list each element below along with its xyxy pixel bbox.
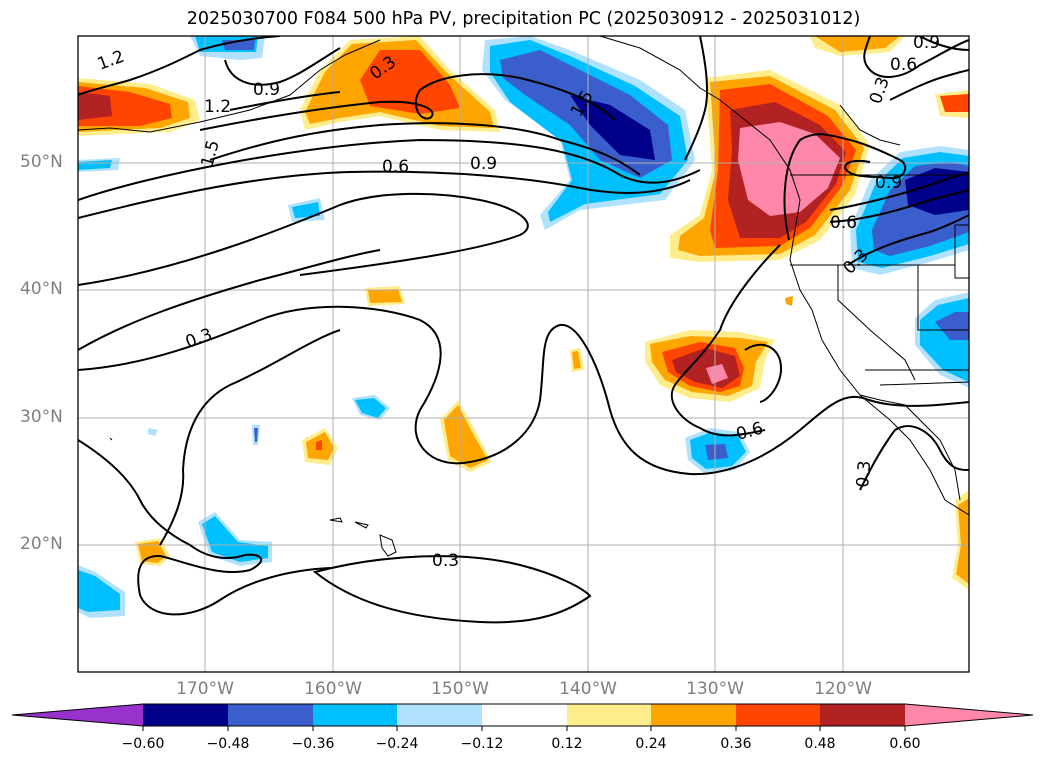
contour-label: 0.9 (253, 80, 280, 100)
lon-label: 170°W (176, 679, 234, 699)
lon-label: 130°W (686, 679, 744, 699)
colorbar-tick-label: −0.48 (206, 736, 250, 752)
colorbar-tick-label: −0.12 (460, 736, 504, 752)
contour-label: 1.2 (95, 47, 127, 75)
contour-label: 0.3 (432, 551, 459, 571)
colorbar-tick-label: 0.24 (635, 736, 667, 752)
lon-label: 160°W (304, 679, 362, 699)
colorbar-bin (397, 704, 482, 726)
colorbar-extend-low (12, 704, 143, 726)
contour-label: 0.9 (913, 33, 940, 53)
lon-label: 150°W (431, 679, 489, 699)
colorbar-bin (567, 704, 651, 726)
map-title: 2025030700 F084 500 hPa PV, precipitatio… (186, 9, 861, 29)
graticule (78, 36, 969, 672)
colorbar-tick-label: 0.12 (551, 736, 583, 752)
colorbar-tick-label: 0.36 (720, 736, 752, 752)
pv-contours (78, 36, 969, 624)
contour-label: 0.9 (470, 154, 497, 174)
colorbar (11, 703, 1034, 731)
contour-label: 0.6 (382, 157, 409, 177)
colorbar-tick-label: 0.60 (889, 736, 921, 752)
colorbar-tick-label: −0.36 (291, 736, 335, 752)
colorbar-tick-label: 0.48 (804, 736, 836, 752)
contour-label: 0.6 (734, 419, 765, 445)
colorbar-bin (228, 704, 313, 726)
colorbar-bin (736, 704, 820, 726)
colorbar-tick-label: −0.24 (375, 736, 419, 752)
colorbar-bin (820, 704, 905, 726)
contour-label: 0.3 (183, 325, 215, 353)
contour-label: 0.3 (866, 74, 894, 106)
contour-label: 0.6 (890, 55, 917, 75)
lon-label: 140°W (559, 679, 617, 699)
lon-label: 120°W (814, 679, 872, 699)
lat-label: 50°N (20, 152, 63, 172)
lat-label: 40°N (20, 279, 63, 299)
colorbar-bin (482, 704, 567, 726)
colorbar-bin (651, 704, 736, 726)
contour-label: 0.6 (830, 213, 857, 233)
contour-label: 0.9 (875, 173, 902, 193)
lat-label: 20°N (20, 534, 63, 554)
colorbar-bin (143, 704, 228, 726)
contour-label: 0.3 (853, 460, 875, 489)
colorbar-bin (313, 704, 397, 726)
colorbar-tick-label: −0.60 (121, 736, 165, 752)
precip-anomaly-shading (78, 36, 969, 618)
colorbar-extend-high (905, 704, 1033, 726)
lat-label: 30°N (20, 407, 63, 427)
plot-frame (77, 35, 970, 673)
contour-label: 1.2 (204, 97, 231, 117)
